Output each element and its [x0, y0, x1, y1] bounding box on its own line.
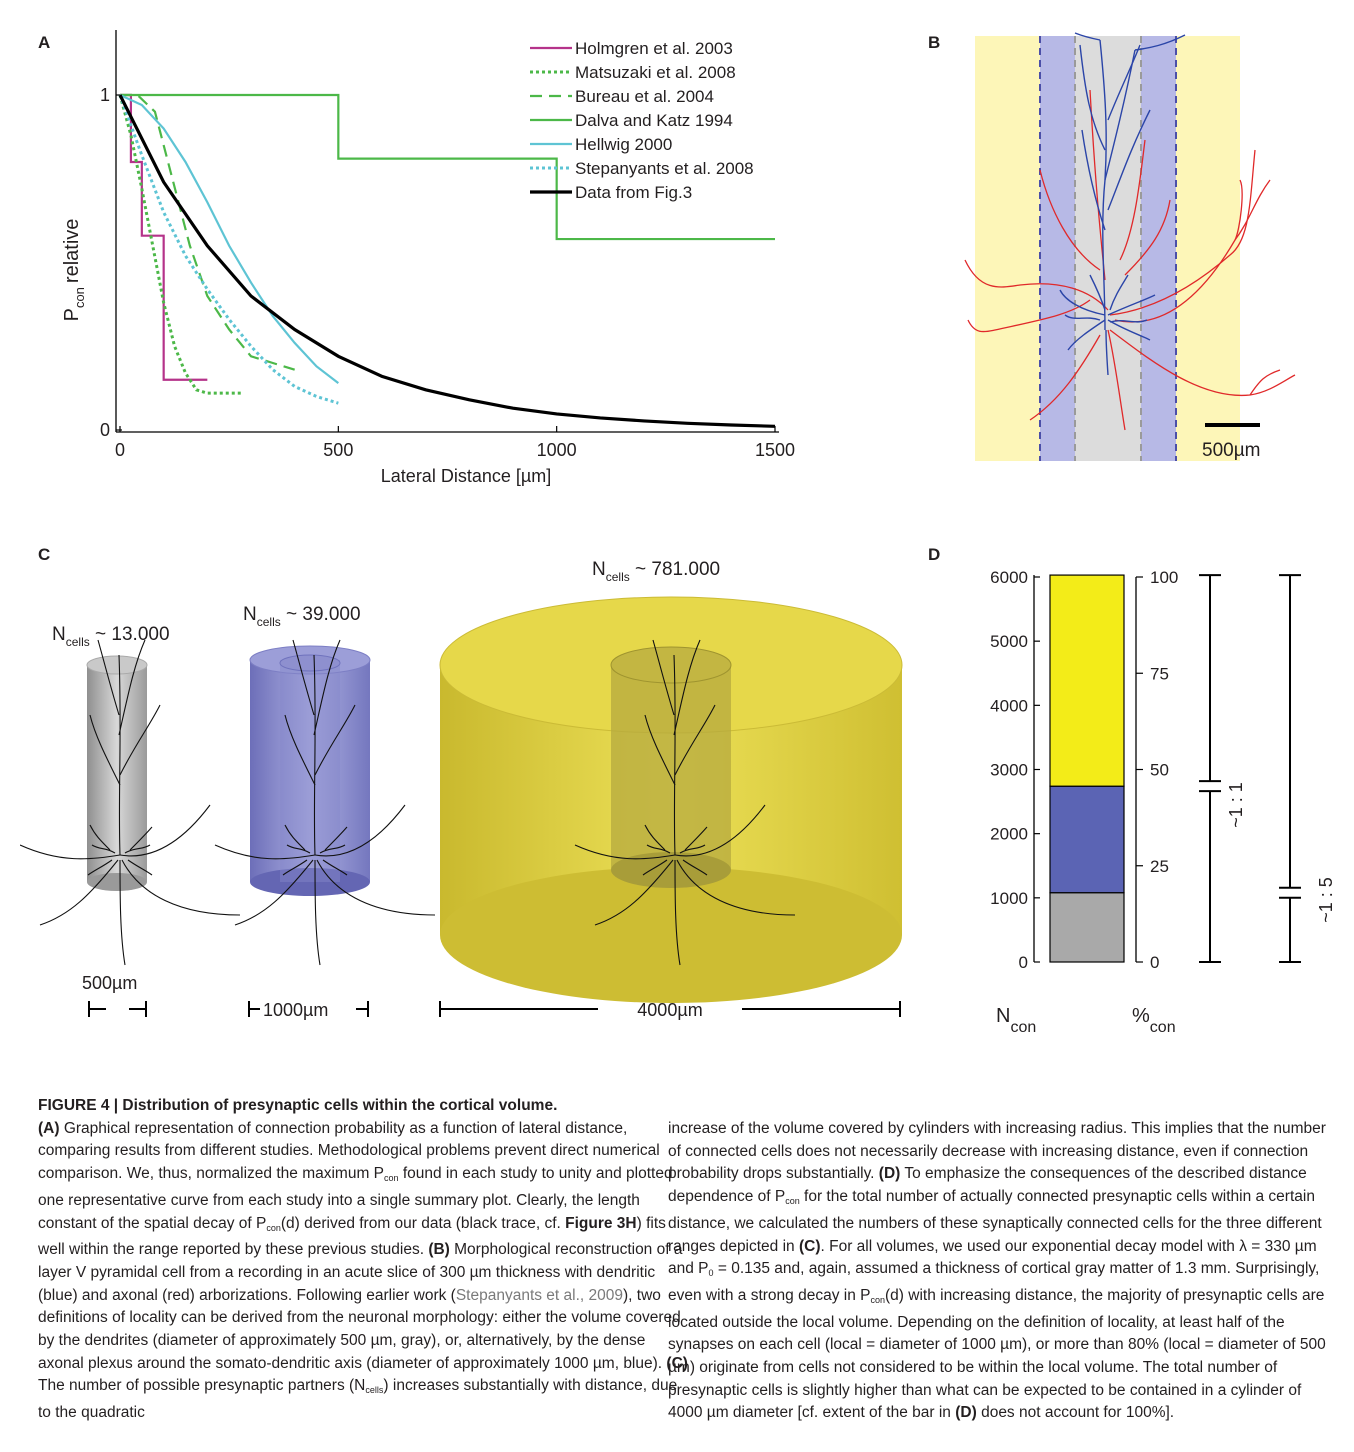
axon-arbor — [964, 89, 1296, 431]
series-line-0 — [120, 93, 208, 381]
caption-ref: Figure 3H — [565, 1214, 637, 1232]
caption-text: Graphical representation of connection p… — [38, 1119, 660, 1183]
ncells-label-2: Ncells ~ 39.000 — [243, 604, 361, 629]
caption-text: ) fits well within the range reported by… — [38, 1214, 666, 1259]
legend-label: Stepanyants et al. 2008 — [575, 159, 754, 178]
left-tick-label: 0 — [1019, 953, 1028, 972]
caption-ref: (D) — [955, 1404, 977, 1422]
left-tick-label: 3000 — [990, 761, 1028, 780]
caption-text: Morphological reconstruction of a layer … — [38, 1241, 683, 1304]
panel-b-morphology: 500µm — [964, 32, 1296, 461]
x-tick-label: 0 — [115, 440, 125, 460]
legend-label: Matsuzaki et al. 2008 — [575, 63, 736, 82]
legend-label: Hellwig 2000 — [575, 135, 672, 154]
legend-label: Bureau et al. 2004 — [575, 87, 714, 106]
right-tick-label: 100 — [1150, 568, 1178, 587]
ncells-label-1: Ncells ~ 13.000 — [52, 624, 170, 649]
right-tick-label: 50 — [1150, 761, 1169, 780]
caption-ref: (C) — [798, 1237, 821, 1255]
caption-text: ) increases substantially with distance,… — [38, 1377, 678, 1422]
cylinder-large-yellow — [439, 596, 903, 1003]
caption-ref: (A) — [38, 1119, 60, 1137]
panel-d-chart: 0 1000 2000 3000 4000 5000 6000 0 25 50 75 100 Ncon… — [990, 568, 1336, 1036]
caption-text: The number of possible presynaptic partn… — [38, 1377, 366, 1395]
series-line-6 — [118, 94, 776, 428]
caption-text: To emphasize the consequences of the des… — [668, 1165, 1307, 1206]
scale-label-4000: 4000µm — [637, 1000, 702, 1020]
ncells-label-3: Ncells ~ 781.000 — [592, 559, 720, 584]
x-axis-label: Lateral Distance [µm] — [381, 466, 551, 486]
bar-segment-yellow — [1049, 574, 1125, 787]
caption-text: for the total number of actually connect… — [668, 1188, 1322, 1255]
y-tick-label: 1 — [100, 85, 110, 105]
bar-segment-blue — [1049, 785, 1125, 894]
panel-label-d: D — [928, 545, 941, 564]
legend-label: Dalva and Katz 1994 — [575, 111, 733, 130]
caption-text: does not account for 100%]. — [976, 1404, 1175, 1422]
figure-title: FIGURE 4 | Distribution of presynaptic c… — [38, 1097, 558, 1114]
panel-label-a: A — [38, 33, 51, 52]
caption-ref: (D) — [878, 1165, 901, 1183]
caption-ref: (C) — [666, 1354, 688, 1372]
caption-text: (d) with increasing distance, the majori… — [668, 1286, 1326, 1422]
x-tick-label: 1000 — [537, 440, 577, 460]
caption-text: ), two definitions of locality can be de… — [38, 1286, 681, 1372]
series-line-4 — [119, 94, 340, 384]
pcon-axis-label: %con — [1132, 1005, 1176, 1036]
legend-label: Holmgren et al. 2003 — [575, 39, 733, 58]
caption-subscript: con — [785, 1196, 800, 1207]
panel-label-b: B — [928, 33, 941, 52]
scale-label: 500µm — [1202, 440, 1260, 461]
series-line-2 — [120, 93, 295, 371]
caption-text: found in each study to unity and plotted… — [38, 1165, 673, 1232]
gray-region — [1075, 36, 1141, 461]
dendrite-arbor — [1059, 32, 1186, 376]
caption-text: (d) derived from our data (black trace, … — [280, 1214, 566, 1232]
left-tick-label: 2000 — [990, 825, 1028, 844]
caption-left: FIGURE 4 | Distribution of presynaptic c… — [38, 1095, 688, 1425]
left-tick-label: 6000 — [990, 568, 1028, 587]
caption-text: increase of the volume covered by cylind… — [668, 1120, 1326, 1183]
bar-segment-gray — [1049, 892, 1125, 963]
caption-subscript: con — [266, 1222, 281, 1233]
scale-bar-500 — [88, 1001, 147, 1017]
ncon-axis-label: Ncon — [996, 1005, 1036, 1036]
left-tick-label: 5000 — [990, 632, 1028, 651]
legend-label: Data from Fig.3 — [575, 183, 692, 202]
caption-subscript: con — [870, 1294, 885, 1305]
scale-label-1000: 1000µm — [263, 1000, 328, 1020]
panel-label-c: C — [38, 545, 51, 564]
caption-text: = 0.135 and, again, assumed a thickness … — [668, 1260, 1320, 1304]
x-tick-label: 1500 — [755, 440, 795, 460]
ratio-label-1: ~1 : 1 — [1226, 782, 1246, 828]
panel-a-chart: 0 500 1000 1500 0 1 Holmgren et al. 2003 Matsu… — [61, 30, 795, 486]
series-line-5 — [118, 94, 339, 405]
series-line-3 — [120, 93, 775, 241]
caption-subscript: cells — [365, 1385, 384, 1396]
cylinder-medium-blue — [249, 645, 371, 896]
caption-right: increase of the volume covered by cylind… — [668, 1118, 1333, 1425]
right-tick-label: 25 — [1150, 857, 1169, 876]
caption-citation-link[interactable]: Stepanyants et al., 2009 — [455, 1286, 624, 1304]
scale-bar-4000 — [439, 1001, 901, 1017]
series-line-1 — [118, 94, 243, 395]
left-tick-label: 4000 — [990, 696, 1028, 715]
caption-text: . For all volumes, we used our exponenti… — [668, 1237, 1317, 1278]
caption-subscript: 0 — [708, 1268, 714, 1279]
y-tick-label: 0 — [100, 420, 110, 440]
cylinder-small-gray — [86, 655, 148, 891]
scale-label-500: 500µm — [82, 973, 137, 993]
right-tick-label: 0 — [1150, 953, 1159, 972]
ratio-label-2: ~1 : 5 — [1316, 877, 1336, 923]
caption-subscript: con — [384, 1173, 399, 1184]
y-axis-label: Pconrelative — [61, 219, 87, 322]
left-tick-label: 1000 — [990, 889, 1028, 908]
panel-c-cylinders: Ncells ~ 13.000 Ncells ~ 39.000 Ncells ~… — [20, 559, 903, 1020]
right-tick-label: 75 — [1150, 664, 1169, 683]
scale-bar-1000 — [248, 1001, 369, 1017]
caption-ref: (B) — [428, 1241, 450, 1259]
x-tick-label: 500 — [323, 440, 353, 460]
